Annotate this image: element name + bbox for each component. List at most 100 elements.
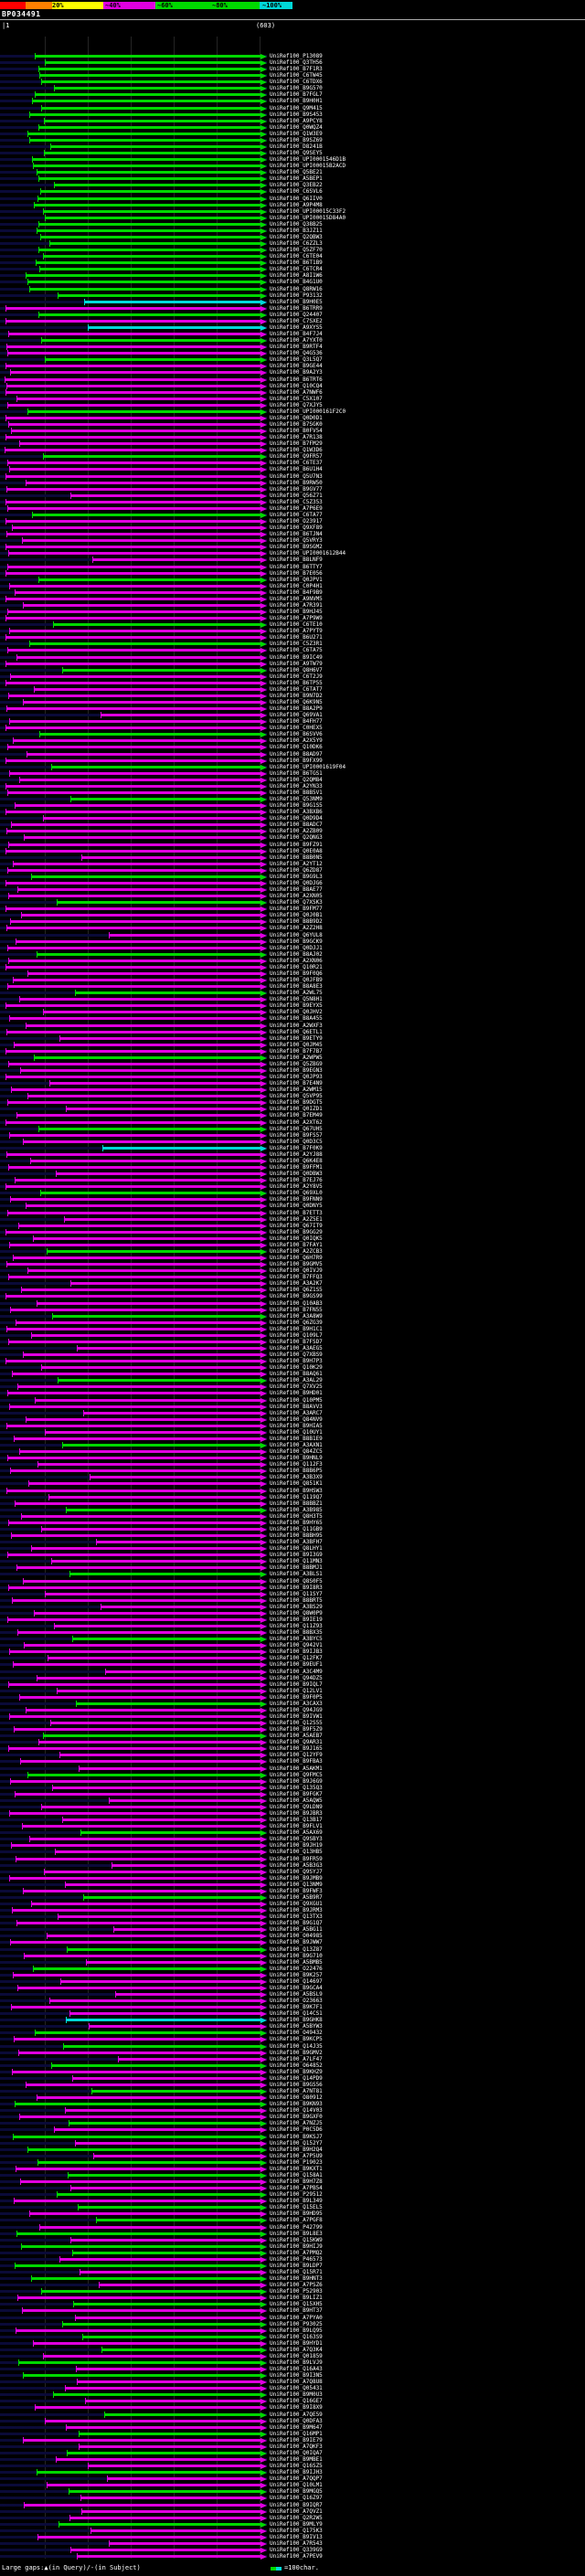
alignment-bar[interactable] <box>26 1709 261 1712</box>
alignment-bar[interactable] <box>19 442 261 445</box>
alignment-bar[interactable] <box>37 2161 261 2164</box>
hit-accession[interactable]: UniRef100_B8AQ61 <box>270 1371 323 1377</box>
alignment-bar[interactable] <box>69 2517 261 2519</box>
hit-accession[interactable]: UniRef100_A7PYT9 <box>270 628 323 634</box>
hit-accession[interactable]: UniRef100_D8241B <box>270 143 323 150</box>
alignment-bar[interactable] <box>43 255 261 258</box>
hit-accession[interactable]: UniRef100_A5B9R7 <box>270 1894 323 1901</box>
alignment-bar[interactable] <box>65 1883 261 1886</box>
alignment-bar[interactable] <box>9 468 261 471</box>
hit-accession[interactable]: UniRef100_Q11MN3 <box>270 1558 323 1564</box>
hit-accession[interactable]: UniRef100_A9XYS5 <box>270 324 323 331</box>
hit-accession[interactable]: UniRef100_Q0D0D1 <box>270 415 323 421</box>
hit-accession[interactable]: UniRef100_B9FFM1 <box>270 1164 323 1171</box>
alignment-bar[interactable] <box>72 1638 261 1640</box>
alignment-bar[interactable] <box>35 2031 261 2034</box>
alignment-bar[interactable] <box>83 1896 261 1899</box>
hit-accession[interactable]: UniRef100_B8BBZ1 <box>270 1500 323 1507</box>
hit-accession[interactable]: UniRef100_B9RW50 <box>270 480 323 486</box>
alignment-bar[interactable] <box>23 1580 261 1583</box>
alignment-bar[interactable] <box>38 249 261 251</box>
hit-accession[interactable]: UniRef100_Q0E0A8 <box>270 848 323 854</box>
hit-accession[interactable]: UniRef100_Q10AB3 <box>270 1300 323 1307</box>
hit-accession[interactable]: UniRef100_Q7XJY5 <box>270 402 323 408</box>
hit-accession[interactable]: UniRef100_B8LNF9 <box>270 557 323 563</box>
hit-accession[interactable]: UniRef100_Q7XV25 <box>270 1383 323 1390</box>
hit-accession[interactable]: UniRef100_Q0DBW3 <box>270 1171 323 1177</box>
alignment-bar[interactable] <box>37 171 261 174</box>
hit-accession[interactable]: UniRef100_Q9FR57 <box>270 453 323 460</box>
hit-accession[interactable]: UniRef100_B6SVV6 <box>270 731 323 737</box>
alignment-bar[interactable] <box>60 1980 261 1983</box>
hit-accession[interactable]: UniRef100_B7EM49 <box>270 1112 323 1118</box>
hit-accession[interactable]: UniRef100_A7PMQ2 <box>270 2250 323 2256</box>
hit-accession[interactable]: UniRef100_B6T1B9 <box>270 260 323 266</box>
hit-accession[interactable]: UniRef100_B9M647 <box>270 2424 323 2431</box>
alignment-bar[interactable] <box>23 2439 261 2442</box>
alignment-bar[interactable] <box>31 875 261 878</box>
alignment-bar[interactable] <box>109 934 261 937</box>
hit-accession[interactable]: UniRef100_B9RTF4 <box>270 344 323 350</box>
hit-accession[interactable]: UniRef100_B9IQL7 <box>270 1681 323 1688</box>
alignment-bar[interactable] <box>45 1593 261 1595</box>
alignment-bar[interactable] <box>47 1935 261 1937</box>
alignment-bar[interactable] <box>5 1360 261 1362</box>
hit-accession[interactable]: UniRef100_B6U271 <box>270 634 323 641</box>
alignment-bar[interactable] <box>23 1353 261 1356</box>
hit-accession[interactable]: UniRef100_B9G9L3 <box>270 874 323 880</box>
hit-accession[interactable]: UniRef100_C7SXE2 <box>270 318 323 324</box>
alignment-bar[interactable] <box>16 1922 261 1924</box>
hit-accession[interactable]: UniRef100_A3ARC7 <box>270 1410 323 1416</box>
hit-accession[interactable]: UniRef100_B8A2P9 <box>270 705 323 712</box>
alignment-bar[interactable] <box>5 378 261 381</box>
alignment-bar[interactable] <box>23 1140 261 1143</box>
hit-accession[interactable]: UniRef100_P46573 <box>270 2256 323 2263</box>
alignment-bar[interactable] <box>7 1101 261 1104</box>
hit-accession[interactable]: UniRef100_A2Z5E1 <box>270 1216 323 1223</box>
hit-accession[interactable]: UniRef100_Q7XSK3 <box>270 899 323 906</box>
hit-accession[interactable]: UniRef100_B9EYX5 <box>270 1002 323 1009</box>
alignment-bar[interactable] <box>21 2245 261 2248</box>
hit-accession[interactable]: UniRef100_Q15R71 <box>270 2269 323 2275</box>
alignment-bar[interactable] <box>63 2045 261 2048</box>
hit-accession[interactable]: UniRef100_Q9SYJ7 <box>270 1869 323 1875</box>
alignment-bar[interactable] <box>80 2271 261 2274</box>
alignment-bar[interactable] <box>64 1218 261 1221</box>
hit-accession[interactable]: UniRef100_Q9XF89 <box>270 525 323 531</box>
alignment-bar[interactable] <box>12 1373 261 1375</box>
alignment-bar[interactable] <box>5 598 261 600</box>
hit-accession[interactable]: UniRef100_Q67IT9 <box>270 1223 323 1229</box>
alignment-bar[interactable] <box>38 578 261 581</box>
alignment-bar[interactable] <box>70 2549 261 2551</box>
hit-accession[interactable]: UniRef100_B9IQR7 <box>270 2502 323 2508</box>
hit-accession[interactable]: UniRef100_Q11SY7 <box>270 1591 323 1597</box>
alignment-bar[interactable] <box>59 1754 261 1756</box>
hit-accession[interactable]: UniRef100_Q13NM9 <box>270 1882 323 1888</box>
hit-accession[interactable]: UniRef100_A7R543 <box>270 2540 323 2547</box>
hit-accession[interactable]: UniRef100_Q3L5Q7 <box>270 356 323 363</box>
alignment-bar[interactable] <box>6 488 261 491</box>
hit-accession[interactable]: UniRef100_B9JRM3 <box>270 1907 323 1913</box>
alignment-bar[interactable] <box>79 2433 261 2435</box>
hit-accession[interactable]: UniRef100_B8BRT5 <box>270 1597 323 1604</box>
alignment-bar[interactable] <box>101 2348 261 2351</box>
hit-accession[interactable]: UniRef100_A7PB54 <box>270 2185 323 2191</box>
hit-accession[interactable]: UniRef100_A7QVZ1 <box>270 2508 323 2515</box>
hit-accession[interactable]: UniRef100_Q67UH5 <box>270 1126 323 1132</box>
hit-accession[interactable]: UniRef100_A2WXF3 <box>270 1023 323 1029</box>
hit-accession[interactable]: UniRef100_Q10LM1 <box>270 2482 323 2488</box>
alignment-bar[interactable] <box>34 1056 261 1059</box>
alignment-bar[interactable] <box>12 526 261 529</box>
alignment-bar[interactable] <box>72 2077 261 2080</box>
hit-accession[interactable]: UniRef100_A7R138 <box>270 434 323 440</box>
alignment-bar[interactable] <box>75 2316 261 2319</box>
alignment-bar[interactable] <box>11 823 261 826</box>
hit-accession[interactable]: UniRef100_B9HY65 <box>270 1520 323 1526</box>
hit-accession[interactable]: UniRef100_B9H7Z8 <box>270 2178 323 2185</box>
alignment-bar[interactable] <box>31 1547 261 1550</box>
hit-accession[interactable]: UniRef100_B8AVV3 <box>270 1404 323 1410</box>
hit-accession[interactable]: UniRef100_C5Z3R1 <box>270 641 323 647</box>
alignment-bar[interactable] <box>23 2374 261 2377</box>
hit-accession[interactable]: UniRef100_Q11Z93 <box>270 1623 323 1629</box>
alignment-bar[interactable] <box>43 2355 261 2358</box>
